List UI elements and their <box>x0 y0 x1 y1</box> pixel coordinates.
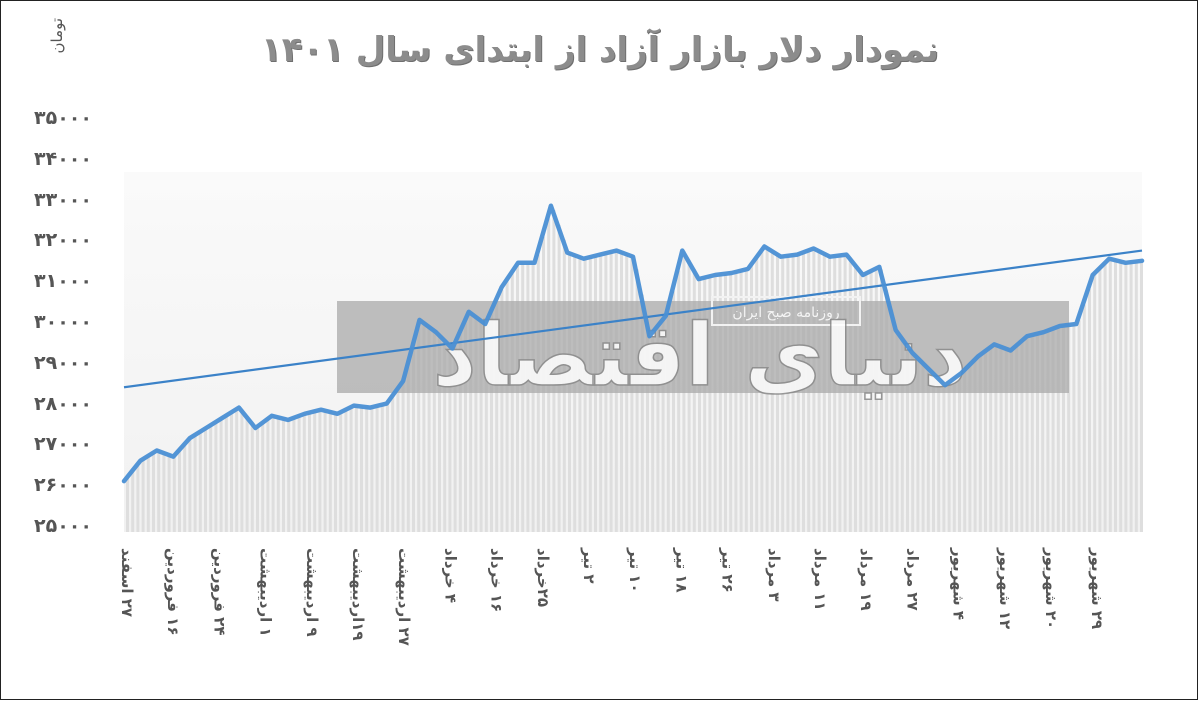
x-tick-label: ۲۷ اسفند <box>118 548 136 618</box>
y-tick-label: ۳۳۰۰۰ <box>34 188 92 211</box>
y-tick-label: ۲۷۰۰۰ <box>34 433 92 456</box>
x-tick-label: ۴ شهریور <box>949 548 968 621</box>
x-tick-label: ۱۸ تیر <box>672 548 691 593</box>
x-tick-label: ۲۶ تیر <box>718 548 737 593</box>
x-tick-label: ۱۹اردیبهشت <box>349 548 367 641</box>
x-tick-label: ۲ تیر <box>580 548 598 584</box>
y-tick-label: ۳۰۰۰۰ <box>34 311 92 333</box>
x-tick-label: ۳ مرداد <box>764 548 783 602</box>
x-tick-label: ۱۰ تیر <box>626 548 645 593</box>
x-tick-label: ۱۶ فروردین <box>164 548 183 636</box>
y-tick-label: ۳۱۰۰۰ <box>34 270 92 293</box>
x-tick-label: ۱۲ شهریور <box>995 548 1014 630</box>
x-tick-label: ۲۷ مرداد <box>903 548 922 611</box>
x-tick-label: ۲۴ فروردین <box>210 548 229 636</box>
watermark-band <box>337 301 1069 393</box>
x-tick-label: ۱۹ مرداد <box>857 548 876 611</box>
chart-title: نمودار دلار بازار آزاد از ابتدای سال ۱۴۰… <box>260 30 940 70</box>
x-tick-label: ۴ خرداد <box>441 548 460 604</box>
y-tick-label: ۲۹۰۰۰ <box>34 351 92 374</box>
trend-line <box>123 249 1143 389</box>
x-tick-label: ۱۱ مرداد <box>811 548 829 611</box>
x-tick-label: ۱۶ خرداد <box>487 548 506 613</box>
watermark-caption: روزنامه صبح ایران <box>732 305 839 321</box>
price-line <box>121 203 1145 484</box>
y-tick-label: ۲۶۰۰۰ <box>34 474 92 497</box>
y-tick-label: ۲۵۰۰۰ <box>34 515 92 537</box>
x-tick-label: ۲۷ اردیبهشت <box>395 548 414 646</box>
x-tick-label: ۱ اردیبهشت <box>256 548 275 637</box>
y-tick-label: ۳۵۰۰۰ <box>34 107 92 129</box>
y-tick-label: ۳۴۰۰۰ <box>34 147 92 170</box>
watermark-caption-box <box>711 296 861 326</box>
x-tick-label: ۲۵خرداد <box>533 548 552 607</box>
x-tick-label: ۲۰ شهریور <box>1042 548 1060 630</box>
x-tick-label: ۲۹ شهریور <box>1088 548 1107 630</box>
watermark-brand: دنیای اقتصاد <box>433 306 968 406</box>
y-tick-label: ۳۲۰۰۰ <box>34 229 92 252</box>
x-tick-label: ۹ اردیبهشت <box>302 548 321 637</box>
y-tick-label: ۲۸۰۰۰ <box>34 392 92 415</box>
watermark: روزنامه صبح ایران دنیای اقتصاد <box>337 296 1069 407</box>
